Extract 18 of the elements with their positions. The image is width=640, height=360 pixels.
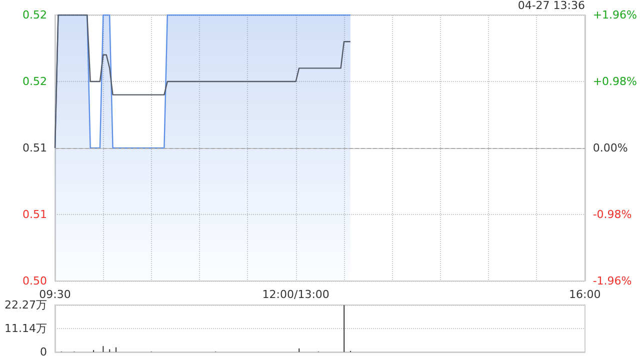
text: 04-27 13:36 xyxy=(518,0,586,12)
line-series xyxy=(54,14,352,149)
y-tick-label: 11.14万 xyxy=(4,322,47,335)
y-tick-label: 0.52 xyxy=(22,75,47,88)
x-tick-label: 16:00 xyxy=(568,288,601,301)
y2-tick-label: -0.98% xyxy=(592,208,632,221)
y-tick-label: 0.52 xyxy=(22,8,47,22)
y2-tick-label: +0.98% xyxy=(592,75,638,88)
y2-tick-label: +1.96% xyxy=(592,8,638,22)
y2-tick-label: -1.96% xyxy=(592,274,632,288)
y-tick-label: 0.50 xyxy=(22,274,47,288)
y-tick-label: 0 xyxy=(40,346,47,358)
y-tick-label: 22.27万 xyxy=(4,298,47,312)
x-tick-label: 09:30 xyxy=(39,288,71,301)
y2-tick-label: 0.00% xyxy=(592,142,628,154)
y-tick-label: 0.51 xyxy=(22,208,47,221)
x-tick-label: 12:00/13:00 xyxy=(262,288,330,301)
y-tick-label: 0.51 xyxy=(22,142,47,154)
